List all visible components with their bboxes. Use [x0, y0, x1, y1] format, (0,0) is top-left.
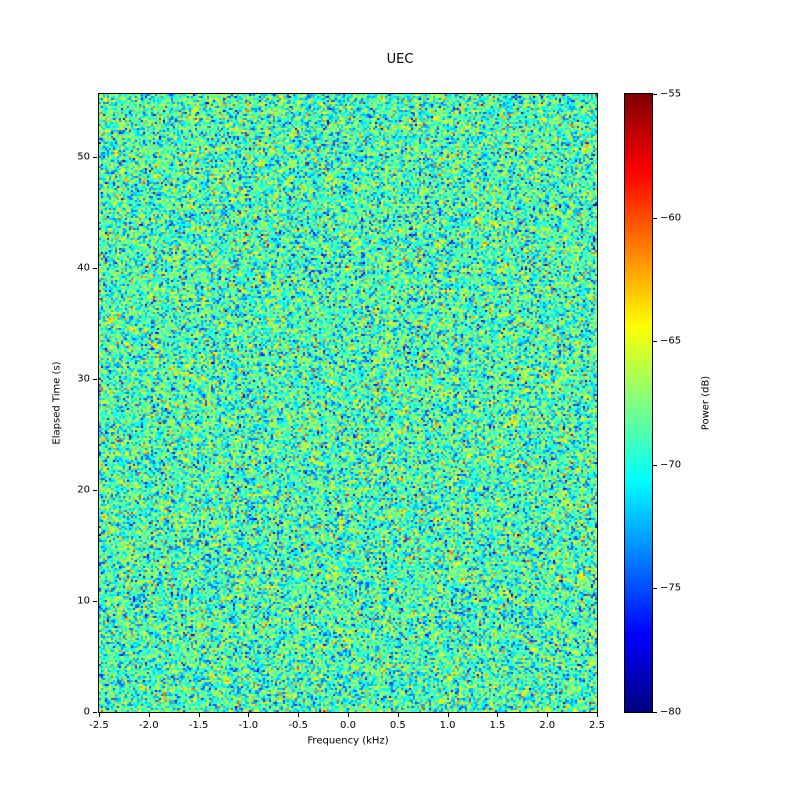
y-tick-mark — [93, 490, 97, 492]
x-tick-mark — [198, 713, 200, 717]
y-tick-label: 40 — [77, 262, 90, 274]
x-tick-label: -2.0 — [139, 720, 159, 731]
colorbar-tick-mark — [653, 217, 657, 219]
x-tick-mark — [348, 713, 349, 717]
colorbar-tick-label: −75 — [660, 582, 682, 594]
x-tick-mark — [148, 713, 150, 717]
x-tick-mark — [447, 713, 449, 717]
x-tick-label: 1.5 — [489, 720, 506, 731]
x-tick-mark — [597, 713, 598, 717]
plot-title: UEC — [386, 52, 414, 67]
y-tick-label: 20 — [77, 484, 90, 496]
y-tick-label: 50 — [77, 151, 90, 163]
x-tick-label: 0.5 — [389, 720, 406, 731]
y-tick-mark — [93, 601, 97, 603]
x-axis-label: Frequency (kHz) — [307, 735, 389, 747]
y-tick-label: 30 — [77, 373, 90, 385]
colorbar — [624, 93, 653, 713]
y-tick-mark — [93, 157, 97, 159]
y-tick-mark — [93, 268, 97, 270]
x-tick-mark — [298, 713, 300, 717]
colorbar-tick-label: −70 — [660, 459, 682, 471]
x-tick-label: -1.0 — [238, 720, 259, 731]
colorbar-tick-mark — [653, 464, 657, 466]
x-tick-label: -2.5 — [89, 720, 109, 731]
colorbar-tick-label: −65 — [660, 335, 682, 347]
x-tick-mark — [497, 713, 499, 717]
x-tick-mark — [397, 713, 399, 717]
x-tick-label: 2.5 — [589, 720, 605, 731]
y-tick-label: 0 — [83, 706, 90, 718]
y-tick-label: 10 — [77, 595, 90, 607]
y-axis-label: Elapsed Time (s) — [51, 361, 63, 445]
colorbar-tick-mark — [653, 712, 657, 713]
colorbar-tick-mark — [653, 341, 657, 343]
y-tick-mark — [93, 712, 97, 713]
y-tick-mark — [93, 379, 97, 381]
x-tick-label: 0.0 — [340, 720, 356, 731]
x-tick-mark — [547, 713, 549, 717]
colorbar-tick-label: −80 — [660, 706, 682, 718]
colorbar-label: Power (dB) — [700, 375, 712, 431]
x-tick-mark — [248, 713, 250, 717]
colorbar-tick-mark — [653, 588, 657, 590]
x-tick-mark — [99, 713, 100, 717]
x-tick-label: 2.0 — [539, 720, 556, 731]
colorbar-tick-label: −60 — [660, 212, 682, 224]
x-tick-label: -0.5 — [288, 720, 308, 731]
x-tick-label: -1.5 — [188, 720, 209, 731]
colorbar-tick-label: −55 — [660, 88, 682, 100]
x-tick-label: 1.0 — [439, 720, 456, 731]
colorbar-tick-mark — [653, 94, 657, 95]
spectrogram-heatmap — [98, 93, 598, 713]
